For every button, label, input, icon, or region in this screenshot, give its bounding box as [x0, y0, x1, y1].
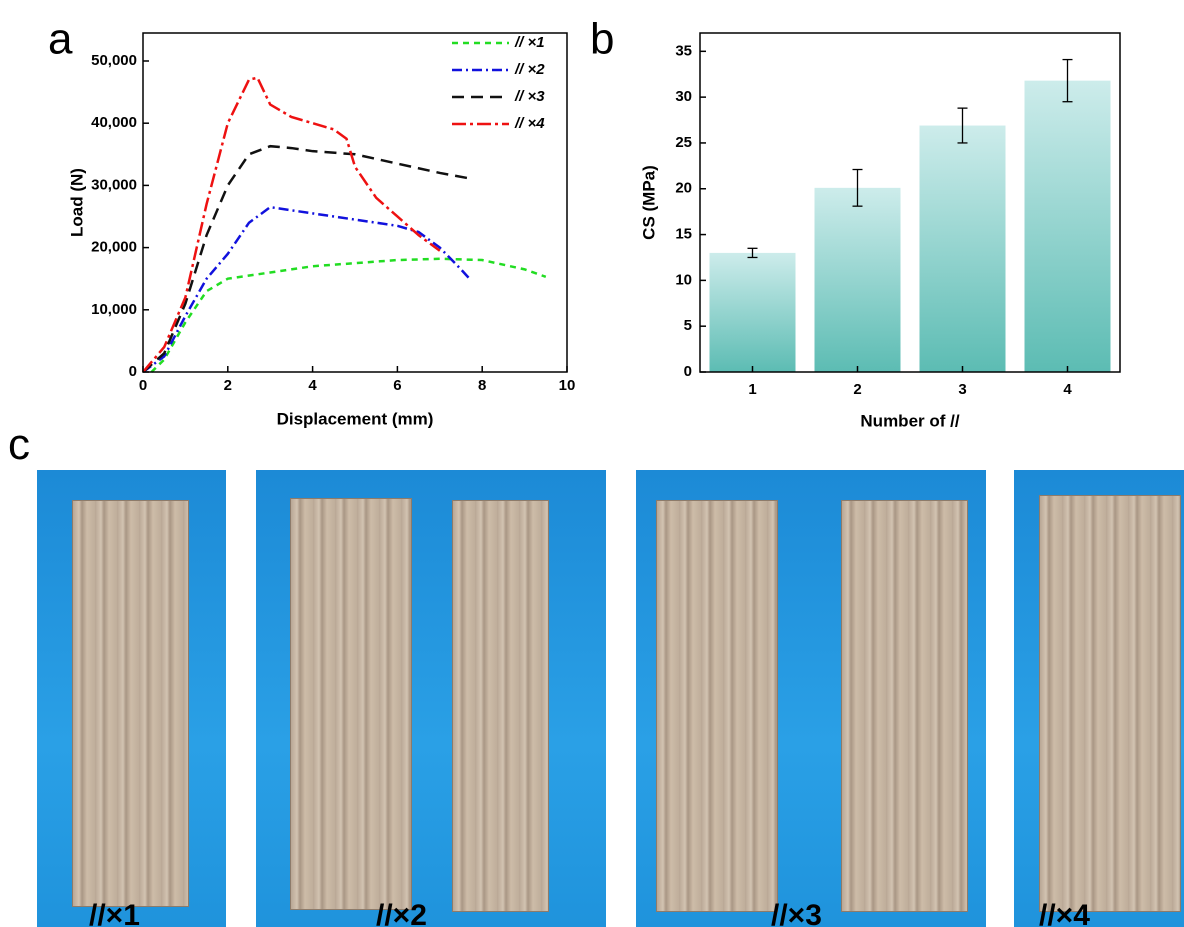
y-tick-label: 50,000: [91, 52, 137, 69]
legend-label: // ×1: [514, 34, 545, 51]
plot-frame: [699, 32, 1121, 373]
x-tick-label: 10: [559, 377, 576, 394]
y-tick-label: 15: [675, 226, 692, 243]
bar: [1024, 80, 1111, 372]
photo-label: //×3: [771, 899, 822, 927]
x-tick-label: 2: [853, 381, 861, 398]
y-tick-label: 30,000: [91, 176, 137, 193]
y-tick-label: 0: [684, 363, 692, 380]
x-tick-label: 0: [139, 377, 147, 394]
legend-label: // ×4: [514, 115, 545, 132]
y-tick-label: 10,000: [91, 301, 137, 318]
y-tick-label: 25: [675, 134, 692, 151]
bar: [814, 187, 901, 372]
x-tick-label: 1: [748, 381, 756, 398]
line-series: [142, 144, 474, 373]
photo-label: //×2: [376, 899, 427, 927]
line-series: [142, 76, 441, 373]
y-tick-label: 10: [675, 271, 692, 288]
panel-label: b: [590, 15, 614, 64]
charts: 0 2 4 6 8 10010,00020,00030,00040,00050,000//…: [48, 15, 1121, 430]
photo-label: //×1: [89, 899, 140, 927]
legend-label: // ×3: [514, 88, 545, 105]
x-tick-label: 2: [224, 377, 232, 394]
x-axis-label: Displacement (mm): [277, 409, 434, 428]
legend-label: // ×2: [514, 61, 545, 78]
y-tick-label: 20,000: [91, 239, 137, 256]
x-tick-label: 6: [393, 377, 401, 394]
x-tick-label: 8: [478, 377, 486, 394]
y-axis-label: CS (MPa): [639, 165, 658, 240]
y-tick-label: 5: [684, 317, 692, 334]
bar: [919, 125, 1006, 372]
line-series: [142, 205, 471, 374]
photo: //×1: [37, 470, 226, 927]
photo: //×2: [256, 470, 606, 927]
photo: //×4: [1014, 470, 1184, 927]
x-tick-label: 4: [308, 377, 317, 394]
x-axis-label: Number of //: [860, 411, 959, 430]
bar: [709, 252, 796, 372]
y-tick-label: 35: [675, 42, 692, 59]
x-tick-label: 4: [1063, 381, 1072, 398]
y-tick-label: 30: [675, 88, 692, 105]
x-tick-label: 3: [958, 381, 966, 398]
y-tick-label: 0: [129, 363, 137, 380]
plot-frame: [142, 32, 568, 373]
photo-label: //×4: [1039, 899, 1090, 927]
panel-label: a: [48, 15, 73, 64]
photo: //×3: [636, 470, 986, 927]
y-axis-label: Load (N): [67, 168, 86, 237]
y-tick-label: 20: [675, 180, 692, 197]
panel-label: c: [8, 420, 30, 469]
y-tick-label: 40,000: [91, 114, 137, 131]
line-series: [150, 257, 547, 373]
